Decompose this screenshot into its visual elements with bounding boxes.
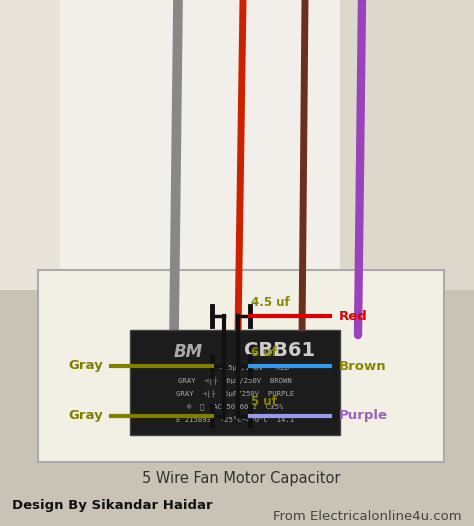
Bar (0, 0, 474, 290)
Text: GRAY  ⊣|├  5μF/250V  PURPLE: GRAY ⊣|├ 5μF/250V PURPLE (176, 390, 294, 398)
Text: Red: Red (338, 310, 367, 322)
Text: E 215893  -25°C~+70°C  14.1: E 215893 -25°C~+70°C 14.1 (176, 417, 294, 423)
Text: Brown: Brown (338, 359, 386, 372)
Text: Gray: Gray (68, 409, 103, 422)
Text: 5 Wire Fan Motor Capacitor: 5 Wire Fan Motor Capacitor (142, 470, 340, 485)
Text: Purple: Purple (338, 409, 387, 422)
Text: CBB61: CBB61 (245, 340, 316, 359)
Text: 5 uf: 5 uf (251, 396, 277, 408)
Text: From Electricalonline4u.com: From Electricalonline4u.com (273, 510, 462, 522)
Text: 4.5μF/250V   RED: 4.5μF/250V RED (180, 365, 290, 371)
Bar (60, 0, 410, 290)
Text: Gray: Gray (68, 359, 103, 372)
Text: ®  Ⓥ  AC.50/60Hz  C±5%: ® Ⓥ AC.50/60Hz C±5% (187, 403, 283, 410)
Text: BM: BM (173, 343, 202, 361)
Bar (130, 330, 340, 435)
Text: 4.5 uf: 4.5 uf (251, 296, 290, 309)
Bar (38, 270, 444, 462)
Text: Design By Sikandar Haidar: Design By Sikandar Haidar (12, 500, 213, 512)
Text: GRAY  ⊣|├  6μF/250V  BROWN: GRAY ⊣|├ 6μF/250V BROWN (178, 377, 292, 385)
Text: 6 uf: 6 uf (251, 346, 277, 359)
Bar (340, 0, 474, 290)
